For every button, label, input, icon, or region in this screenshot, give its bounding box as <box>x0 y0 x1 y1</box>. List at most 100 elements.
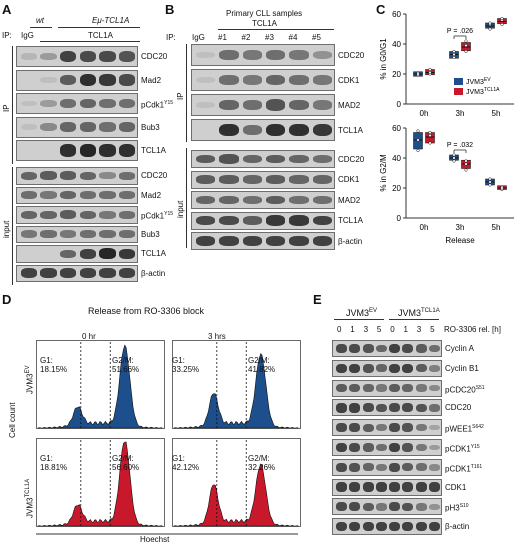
tg-bracket <box>58 27 140 28</box>
blot-b-ip-band <box>312 123 332 137</box>
blot-e-band <box>402 502 414 512</box>
blot-a-ip-band <box>119 51 136 62</box>
blot-a-ip-band <box>79 144 96 157</box>
histogram-tcl-3h <box>173 463 299 527</box>
data-point <box>500 16 504 21</box>
blot-a-ip-band <box>119 98 136 109</box>
blot-e-band <box>389 423 401 433</box>
blot-b-input-band <box>219 175 239 184</box>
blot-e-band <box>375 344 387 353</box>
blot-e-strip <box>332 478 442 496</box>
row-label-ev: JVM3EV <box>25 365 35 394</box>
blot-e-band <box>362 463 374 472</box>
blot-e-band <box>402 384 414 393</box>
blot-e-band <box>428 404 440 412</box>
blot-b-ip-strip <box>191 119 335 141</box>
igg-label-b: IgG <box>192 33 205 42</box>
blot-e-band <box>349 423 361 433</box>
sample-label: #4 <box>288 33 298 42</box>
igg-label: IgG <box>21 31 34 40</box>
blot-b-ip-band <box>219 75 239 85</box>
x-tick-label: 3h <box>456 223 465 232</box>
blot-b-ip-band <box>266 50 286 60</box>
blot-e-band <box>428 344 440 353</box>
blot-a-ip-band <box>99 122 116 132</box>
data-point <box>416 148 420 153</box>
blot-b-ip-band <box>242 100 262 110</box>
blot-b-ip-band <box>312 75 332 85</box>
chart-g2m: 0 20 40 60 0h 3h 5h % in G2/M Release P = .032 <box>379 124 514 245</box>
blot-a-input-band <box>40 171 57 181</box>
blot-e-row-label: pH3S10 <box>445 503 469 514</box>
y-axis-label-cellcount: Cell count <box>8 402 17 438</box>
blot-e-band <box>402 463 414 472</box>
panel-label-b: B <box>165 2 175 17</box>
blot-e-band <box>428 482 440 492</box>
input-section-bracket-b <box>186 148 187 248</box>
tcl-3h-g2m: G2/M: 32.26% <box>248 454 276 472</box>
legend-entry: JVM3TCL1A <box>466 87 500 96</box>
sample-label: #3 <box>265 33 274 42</box>
blot-e-band <box>389 462 401 472</box>
blot-b-input-band <box>312 236 332 246</box>
time-label: 1 <box>350 325 355 334</box>
blot-e-band <box>362 384 374 393</box>
blot-e-band <box>362 363 374 373</box>
p-value-label: P = .032 <box>447 142 473 149</box>
blot-a-input-strip <box>16 206 138 224</box>
x-tick-label: 0h <box>420 223 429 232</box>
histogram-ev-0h <box>37 344 163 429</box>
blot-a-input-band <box>99 210 116 219</box>
blot-b-ip-strip <box>191 44 335 66</box>
blot-e-band <box>375 443 387 452</box>
time-label: 3 <box>363 325 369 334</box>
blot-a-ip-row-label: pCdk1Y15 <box>141 100 174 110</box>
time-label: 0 <box>390 325 395 334</box>
y-tick-label: 0 <box>397 100 402 109</box>
legend-swatch <box>454 88 463 95</box>
blot-e-band <box>349 482 361 492</box>
blot-b-input-band <box>196 154 216 164</box>
panel-label-a: A <box>2 2 12 17</box>
blot-e-band <box>375 424 387 432</box>
blot-e-strip <box>332 419 442 437</box>
blot-e-band <box>428 384 440 392</box>
blot-a-input-band <box>119 248 136 259</box>
blot-e-band <box>362 423 374 432</box>
blot-b-ip-band <box>266 74 286 86</box>
blot-a-ip-band <box>60 98 77 109</box>
primary-cll-title: Primary CLL samples <box>226 9 303 18</box>
blot-b-ip-band <box>219 50 239 60</box>
data-point <box>488 177 492 181</box>
blot-e-band <box>415 424 427 432</box>
blot-e-band <box>336 343 348 353</box>
blot-e-band <box>415 522 427 532</box>
blot-e-band <box>349 442 361 452</box>
y-tick-label: 0 <box>397 214 402 223</box>
ip-section-bracket-b <box>186 44 187 142</box>
blot-a-input-strip <box>16 186 138 204</box>
blot-e-band <box>336 482 348 492</box>
blot-b-input-strip <box>191 232 335 250</box>
blot-a-ip-band <box>99 74 116 86</box>
histogram-grid <box>36 340 301 535</box>
blot-e-row-label: β-actin <box>445 522 470 532</box>
blot-e-row-label: Cyclin B1 <box>445 363 479 373</box>
data-point <box>464 168 468 172</box>
blot-e-band <box>415 403 427 413</box>
data-point <box>488 27 492 31</box>
blot-a-input-band <box>40 268 57 279</box>
blot-a-ip-strip <box>16 93 138 114</box>
blot-a-ip-band <box>60 144 77 157</box>
blot-a-input-row-label: pCdk1Y15 <box>141 211 174 221</box>
blot-a-ip-strip <box>16 46 138 67</box>
blot-e-band <box>415 503 427 511</box>
blot-a-input-band <box>20 171 37 180</box>
ip-section-bracket <box>12 46 13 164</box>
blot-e-band <box>362 443 374 452</box>
blot-a-ip-band <box>40 122 57 132</box>
blot-b-input-band <box>289 175 309 184</box>
blot-b-input-band <box>196 215 216 226</box>
blot-a-ip-band <box>79 98 96 109</box>
group-tcl-label: JVM3TCL1A <box>398 308 440 318</box>
